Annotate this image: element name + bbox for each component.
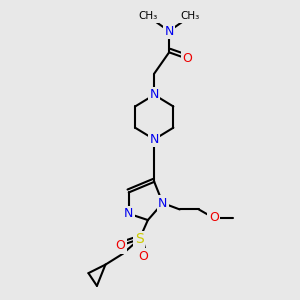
Text: O: O <box>139 250 148 263</box>
Text: S: S <box>135 232 144 246</box>
Text: O: O <box>182 52 192 65</box>
Text: O: O <box>209 212 219 224</box>
Text: N: N <box>150 88 159 101</box>
Text: O: O <box>115 239 125 252</box>
Text: N: N <box>158 196 167 210</box>
Text: CH₃: CH₃ <box>181 11 200 21</box>
Text: N: N <box>164 25 174 38</box>
Text: N: N <box>124 207 134 220</box>
Text: N: N <box>150 133 159 146</box>
Text: CH₃: CH₃ <box>138 11 158 21</box>
